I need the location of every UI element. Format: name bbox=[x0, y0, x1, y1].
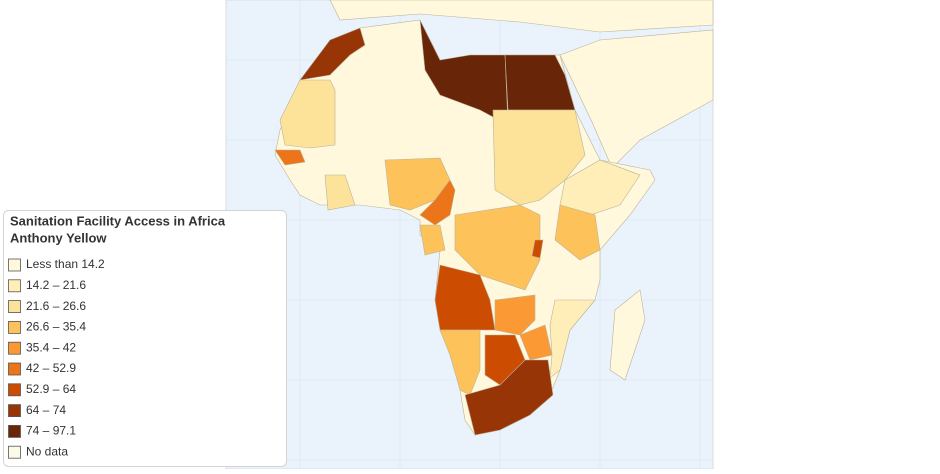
legend-box bbox=[3, 210, 287, 467]
land bbox=[274, 0, 714, 436]
legend-label: 35.4 – 42 bbox=[26, 340, 76, 354]
drc bbox=[454, 204, 541, 291]
egypt bbox=[504, 54, 576, 111]
legend-label: 42 – 52.9 bbox=[26, 361, 76, 375]
legend: Sanitation Facility Access in Africa Ant… bbox=[3, 210, 287, 467]
zambia bbox=[494, 294, 536, 336]
legend-label: 52.9 – 64 bbox=[26, 382, 76, 396]
legend-swatch bbox=[8, 383, 21, 397]
legend-swatch bbox=[8, 445, 21, 459]
senegal bbox=[274, 149, 306, 166]
madagascar bbox=[609, 289, 646, 381]
mauritania bbox=[279, 79, 336, 149]
europe bbox=[329, 0, 714, 33]
legend-swatch bbox=[8, 279, 21, 293]
legend-label: 74 – 97.1 bbox=[26, 424, 76, 438]
sudan bbox=[492, 109, 586, 206]
mozambique bbox=[549, 299, 596, 379]
legend-swatch bbox=[8, 404, 21, 418]
legend-subtitle: Anthony Yellow bbox=[10, 230, 107, 245]
legend-label: 26.6 – 35.4 bbox=[26, 320, 86, 334]
legend-label: No data bbox=[26, 444, 68, 458]
morocco bbox=[299, 27, 366, 81]
legend-label: Less than 14.2 bbox=[26, 257, 105, 271]
legend-label: 14.2 – 21.6 bbox=[26, 278, 86, 292]
legend-swatch bbox=[8, 362, 21, 376]
middle-east bbox=[559, 29, 714, 169]
legend-swatch bbox=[8, 424, 21, 438]
legend-title: Sanitation Facility Access in Africa bbox=[10, 213, 226, 228]
legend-swatch bbox=[8, 258, 21, 272]
south-africa bbox=[464, 359, 554, 436]
gabon bbox=[419, 224, 446, 256]
rwanda bbox=[531, 239, 544, 259]
cameroon bbox=[419, 179, 456, 226]
legend-swatch bbox=[8, 341, 21, 355]
map bbox=[225, 0, 714, 470]
legend-swatch bbox=[8, 320, 21, 334]
legend-label: 64 – 74 bbox=[26, 403, 66, 417]
libya bbox=[419, 19, 509, 126]
legend-label: 21.6 – 26.6 bbox=[26, 299, 86, 313]
kenya bbox=[554, 204, 601, 261]
legend-swatch bbox=[8, 300, 21, 314]
legend-items: Less than 14.2 14.2 – 21.6 21.6 – 26.6 26.6… bbox=[8, 257, 105, 459]
ghana bbox=[324, 174, 356, 211]
